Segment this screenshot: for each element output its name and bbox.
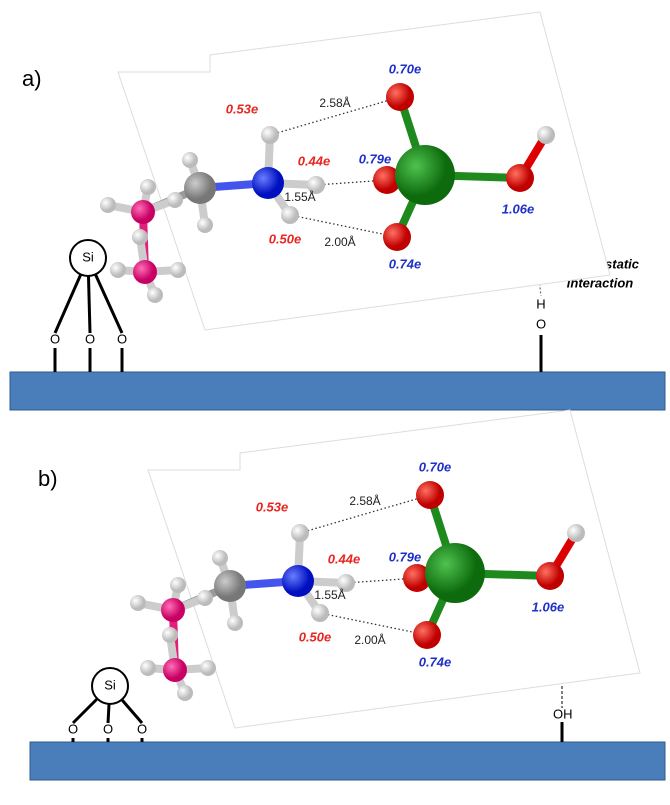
distance-label: 2.00Å — [354, 632, 385, 647]
atom — [162, 627, 178, 643]
atom — [133, 260, 157, 284]
atom — [184, 172, 216, 204]
atom — [536, 562, 564, 590]
charge-label: 0.70e — [419, 459, 452, 474]
charge-label: 0.50e — [299, 629, 332, 644]
site-group: OH — [553, 706, 573, 721]
charge-label: 0.44e — [328, 551, 361, 566]
charge-label: 0.50e — [269, 231, 302, 246]
atom — [170, 577, 186, 593]
si-label: Si — [82, 249, 94, 264]
surface-o: O — [68, 721, 78, 736]
charge-label: 0.44e — [298, 153, 331, 168]
charge-label: 0.79e — [389, 549, 422, 564]
surface-o: O — [137, 721, 147, 736]
distance-label: 1.55Å — [314, 587, 345, 602]
atom — [161, 598, 185, 622]
atom — [425, 543, 485, 603]
atom — [212, 550, 228, 566]
atom — [537, 126, 555, 144]
atom — [567, 524, 585, 542]
molecule: 0.70e 0.53e 0.44e 0.79e 0.50e 0.74e 1.06e 2.58Å… — [130, 410, 640, 728]
atom — [130, 595, 146, 611]
distance-label: 1.55Å — [284, 189, 315, 204]
charge-label: 0.79e — [359, 151, 392, 166]
atom — [170, 262, 186, 278]
atom — [227, 615, 243, 631]
atom — [386, 83, 414, 111]
panel-label: b) — [38, 466, 58, 491]
atom — [167, 192, 183, 208]
site-h: H — [536, 296, 545, 311]
charge-label: 0.53e — [256, 499, 289, 514]
atom — [214, 570, 246, 602]
atom — [182, 152, 198, 168]
atom — [100, 197, 116, 213]
panel-label: a) — [22, 66, 42, 91]
atom — [413, 621, 441, 649]
surface — [10, 372, 665, 410]
atom — [147, 287, 163, 303]
atom — [416, 481, 444, 509]
atom — [291, 524, 309, 542]
charge-label: 0.74e — [419, 654, 452, 669]
molecule: 0.70e 0.53e 0.44e 0.79e 0.50e 0.74e 1.06e 2.58Å… — [100, 12, 610, 330]
surface-o: O — [117, 331, 127, 346]
distance-label: 2.58Å — [349, 493, 380, 508]
atom — [177, 685, 193, 701]
atom — [252, 167, 284, 199]
figure: a) H O Electrostatic interaction b) Zn2+… — [0, 0, 670, 805]
atom — [140, 179, 156, 195]
atom — [383, 223, 411, 251]
atom — [506, 164, 534, 192]
charge-label: 0.53e — [226, 101, 259, 116]
atom — [197, 217, 213, 233]
atom — [131, 200, 155, 224]
atom — [132, 229, 148, 245]
si-label: Si — [104, 677, 116, 692]
atom — [395, 145, 455, 205]
charge-label: 1.06e — [502, 201, 535, 216]
charge-label: 0.70e — [389, 61, 422, 76]
atom — [261, 126, 279, 144]
surface — [30, 742, 665, 780]
atom — [282, 565, 314, 597]
atom — [110, 262, 126, 278]
charge-label: 1.06e — [532, 599, 565, 614]
surface-o: O — [50, 331, 60, 346]
atom — [311, 604, 329, 622]
atom — [197, 590, 213, 606]
atom — [200, 660, 216, 676]
atom — [163, 658, 187, 682]
site-o: O — [536, 316, 546, 331]
atom — [140, 660, 156, 676]
charge-label: 0.74e — [389, 256, 422, 271]
atom — [281, 206, 299, 224]
surface-o: O — [103, 721, 113, 736]
distance-label: 2.58Å — [319, 95, 350, 110]
surface-o: O — [85, 331, 95, 346]
distance-label: 2.00Å — [324, 234, 355, 249]
